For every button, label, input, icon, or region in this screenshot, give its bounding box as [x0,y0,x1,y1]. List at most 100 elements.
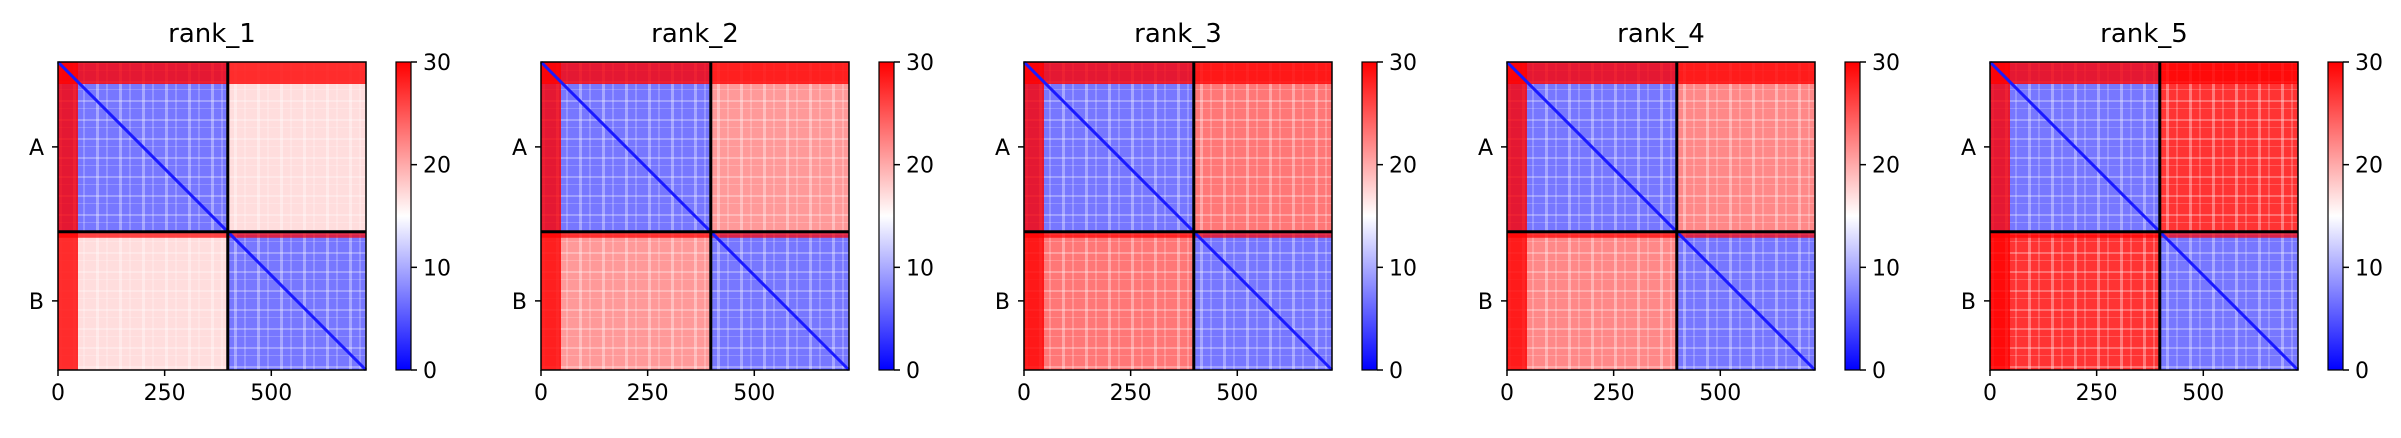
inter-block-BA-texture-h [1024,231,1194,370]
n-terminus-band-row [541,62,849,84]
colorbar-tick-label: 20 [1389,154,1417,179]
colorbar-tick-label: 30 [2355,51,2383,76]
panel-title: rank_4 [1617,19,1705,49]
chain-label: B [995,290,1010,315]
colorbar-tick-label: 30 [1389,51,1417,76]
n-terminus-band-col [1024,62,1044,370]
colorbar-tick-label: 10 [1389,256,1417,281]
diagonal [539,60,851,372]
chain-b-start-band [1990,231,2298,238]
heatmap [1988,60,2300,372]
chain-label: A [1961,136,1976,161]
n-terminus-band-col [1507,62,1527,370]
chain-label: A [29,136,44,161]
n-terminus-band-row [1024,62,1332,84]
x-tick-label: 500 [250,381,292,406]
colorbar [1844,61,1861,371]
heatmap [539,60,851,372]
colorbar-tick-label: 10 [2355,256,2383,281]
n-terminus-band-col [541,62,561,370]
inter-block-AB-texture-h [1676,62,1815,232]
diagonal [1505,60,1817,372]
inter-block-BA-texture-h [1507,231,1677,370]
inter-block-AB-texture-h [227,62,366,232]
heatmap [1022,60,1334,372]
colorbar-tick-label: 0 [906,359,920,384]
chain-label: A [995,136,1010,161]
panel-title: rank_2 [651,19,739,49]
inter-block-BA-texture-h [58,231,228,370]
colorbar-tick-label: 0 [1389,359,1403,384]
x-tick-label: 250 [1110,381,1152,406]
x-tick-label: 0 [534,381,548,406]
colorbar-tick-label: 0 [2355,359,2369,384]
panel: rank_2 0 250 500 A B 0 10 20 30 [512,19,934,406]
n-terminus-band-col [58,62,78,370]
x-tick-label: 500 [1216,381,1258,406]
heatmap-frame [1989,61,2299,371]
n-terminus-band-row [1990,62,2298,84]
diagonal [1022,60,1334,372]
colorbar [878,61,895,371]
panel: rank_3 0 250 500 A B 0 10 20 30 [995,19,1417,406]
x-tick-label: 250 [2076,381,2118,406]
x-tick-label: 500 [1699,381,1741,406]
colorbar-tick-label: 20 [906,154,934,179]
colorbar-tick-label: 10 [906,256,934,281]
diagonal [1988,60,2300,372]
colorbar-tick-label: 0 [1872,359,1886,384]
panel-title: rank_5 [2100,19,2188,49]
x-tick-label: 0 [1017,381,1031,406]
colorbar [1361,61,1378,371]
colorbar [395,61,412,371]
chain-b-start-band [58,231,366,238]
colorbar-tick-label: 10 [423,256,451,281]
inter-block-BA-texture-h [541,231,711,370]
heatmap-frame [540,61,850,371]
colorbar-tick-label: 30 [1872,51,1900,76]
inter-block-AB-texture-h [2159,62,2298,232]
inter-block-AB-texture-h [710,62,849,232]
panel: rank_4 0 250 500 A B 0 10 20 30 [1478,19,1900,406]
colorbar [2327,61,2344,371]
panel: rank_5 0 250 500 A B 0 10 20 30 [1961,19,2383,406]
n-terminus-band-row [58,62,366,84]
heatmap-frame [1506,61,1816,371]
x-tick-label: 500 [733,381,775,406]
panel-title: rank_3 [1134,19,1222,49]
x-tick-label: 250 [1593,381,1635,406]
diagonal [56,60,368,372]
colorbar-tick-label: 20 [423,154,451,179]
x-tick-label: 250 [144,381,186,406]
heatmap-frame [57,61,367,371]
chain-label: B [1478,290,1493,315]
chain-label: B [1961,290,1976,315]
x-tick-label: 0 [1500,381,1514,406]
chain-label: B [512,290,527,315]
inter-block-BA-texture-h [1990,231,2160,370]
chain-b-start-band [1507,231,1815,238]
colorbar-tick-label: 30 [906,51,934,76]
n-terminus-band-col [1990,62,2010,370]
n-terminus-band-row [1507,62,1815,84]
x-tick-label: 250 [627,381,669,406]
chain-label: A [1478,136,1493,161]
colorbar-tick-label: 30 [423,51,451,76]
chain-b-start-band [1024,231,1332,238]
heatmap [1505,60,1817,372]
chain-label: A [512,136,527,161]
heatmap [56,60,368,372]
colorbar-tick-label: 20 [2355,154,2383,179]
colorbar-tick-label: 20 [1872,154,1900,179]
chain-b-start-band [541,231,849,238]
x-tick-label: 500 [2182,381,2224,406]
inter-block-AB-texture-h [1193,62,1332,232]
colorbar-tick-label: 10 [1872,256,1900,281]
panel: rank_1 0 250 500 A B 0 10 20 30 [29,19,451,406]
chain-label: B [29,290,44,315]
colorbar-tick-label: 0 [423,359,437,384]
x-tick-label: 0 [1983,381,1997,406]
x-tick-label: 0 [51,381,65,406]
panel-title: rank_1 [168,19,256,49]
